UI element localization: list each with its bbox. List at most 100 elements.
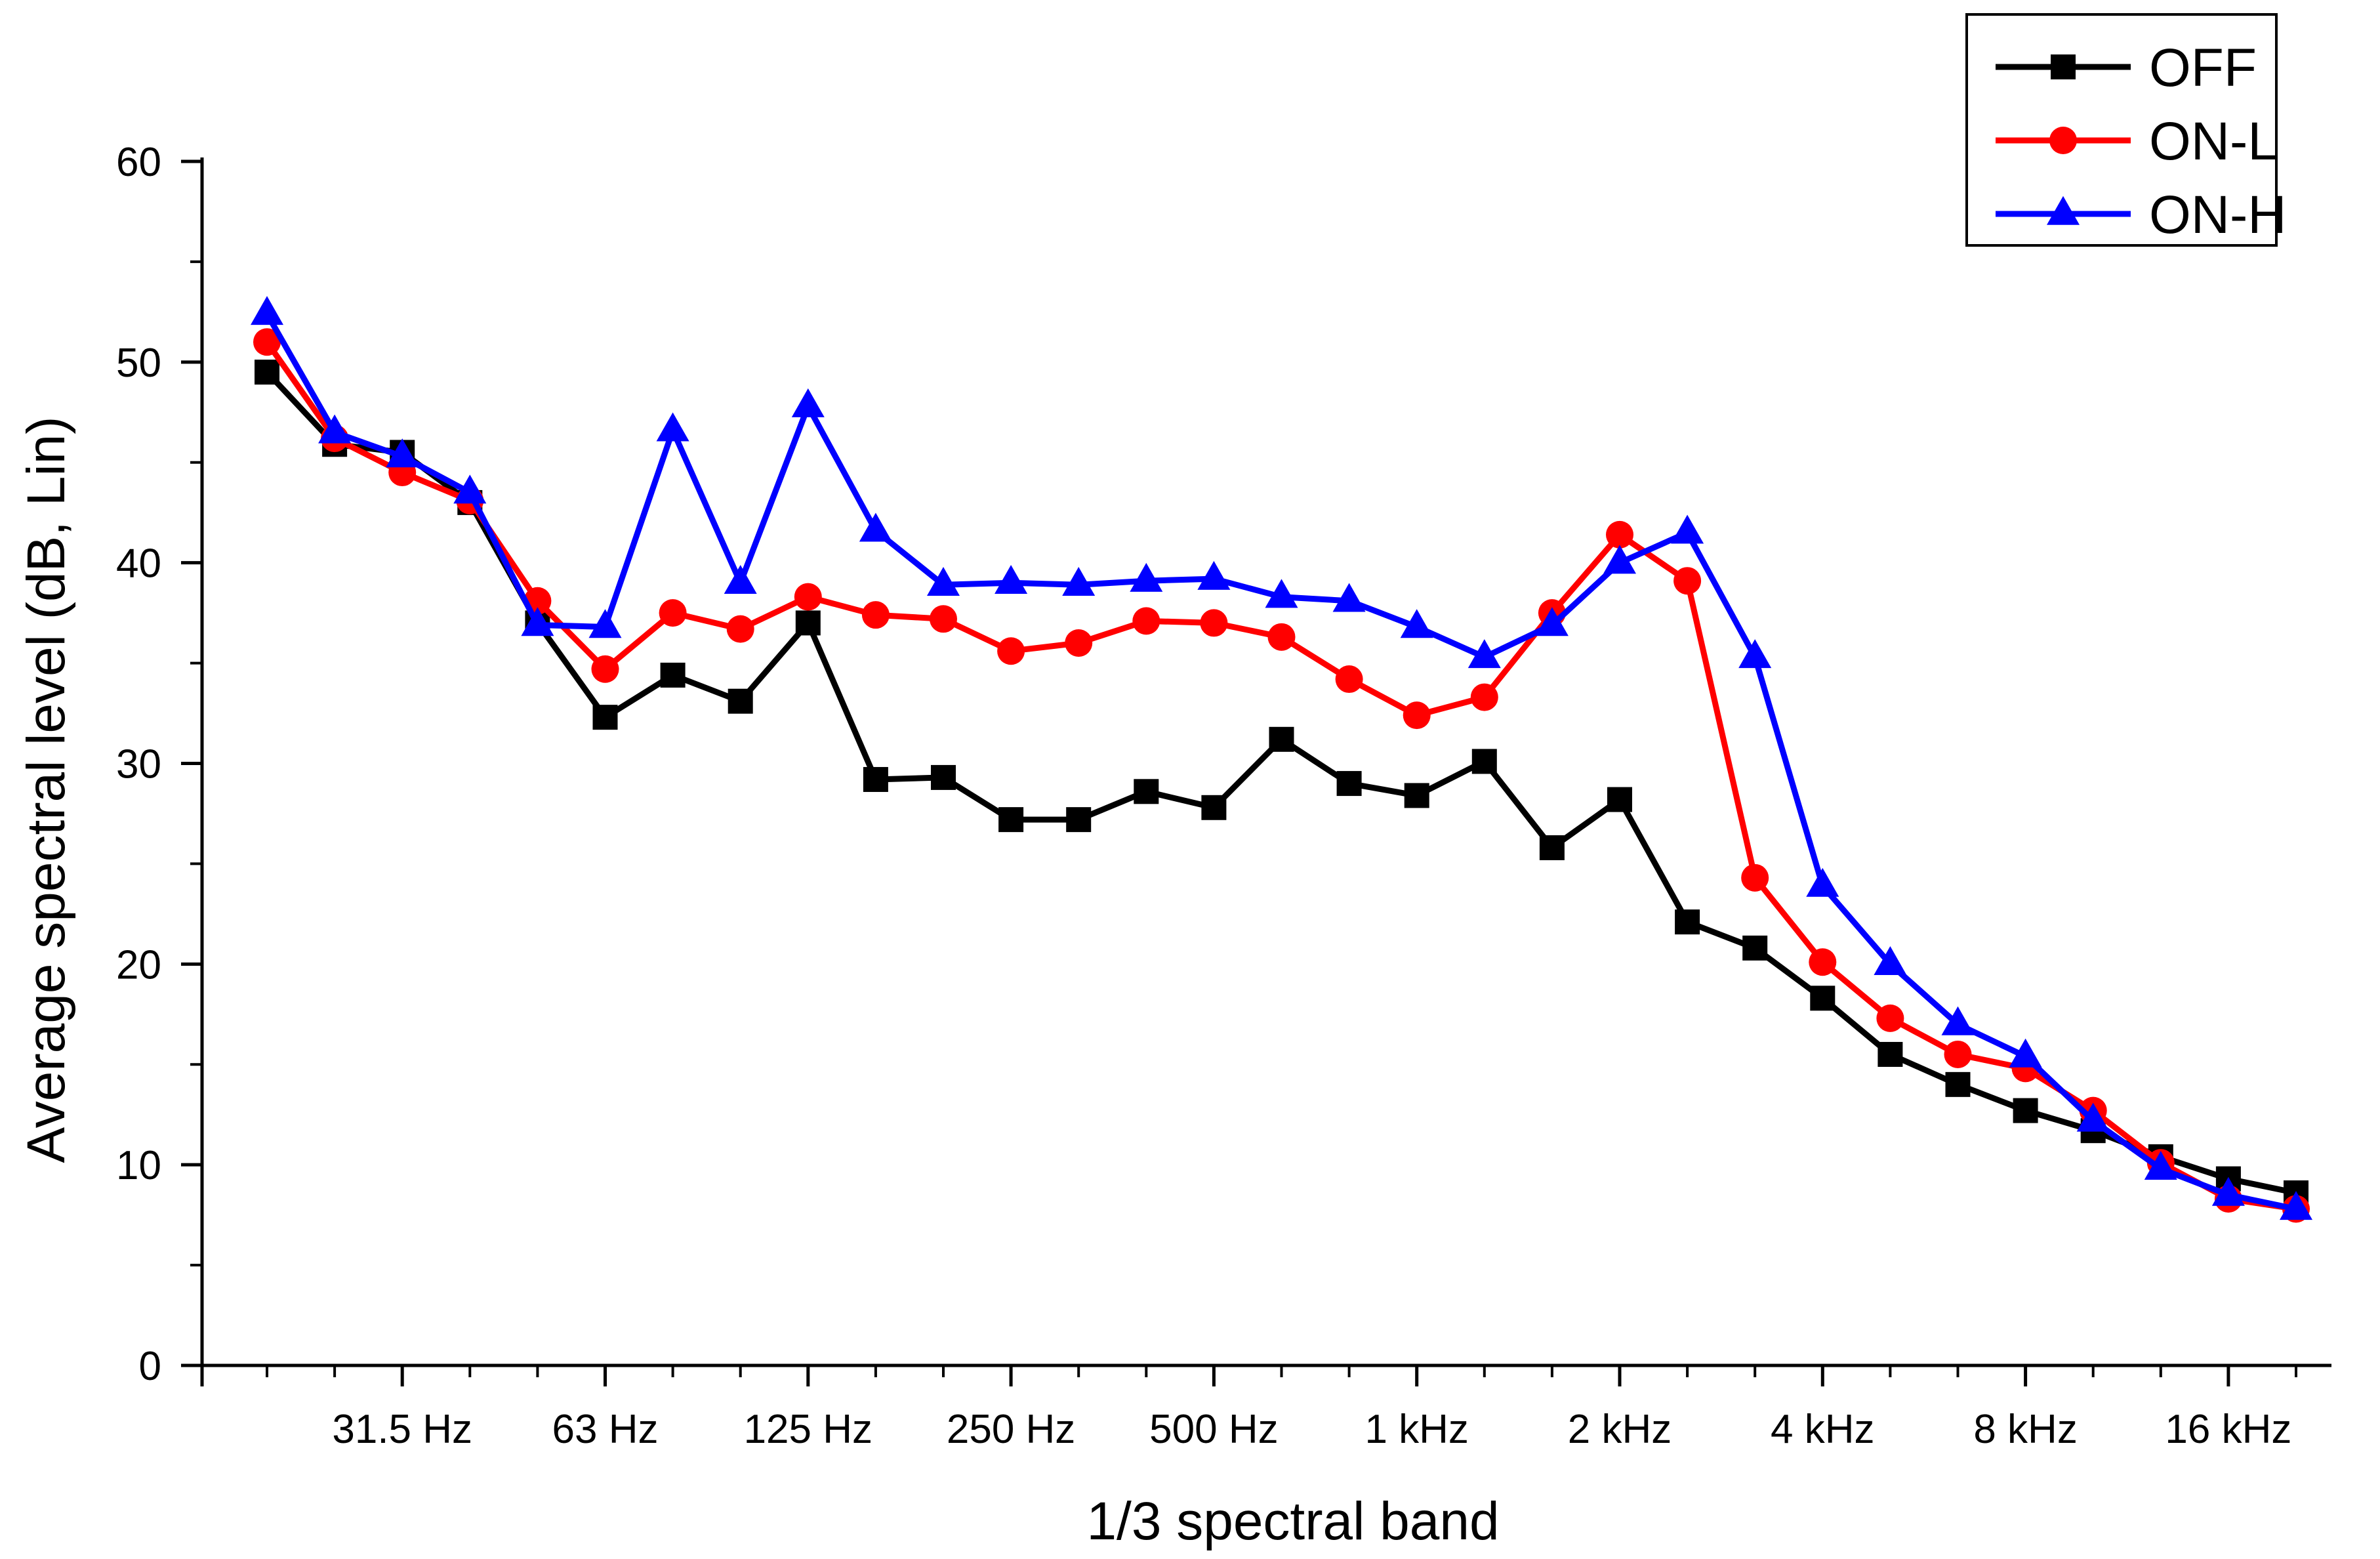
legend-marker: [2051, 54, 2076, 79]
y-tick-label: 10: [116, 1143, 161, 1188]
data-point-marker: [1874, 946, 1907, 976]
data-point-marker: [2009, 1038, 2042, 1068]
y-tick-label: 20: [116, 942, 161, 987]
data-point-marker: [863, 766, 888, 792]
legend-label: ON-L: [2149, 112, 2278, 171]
legend-entry: ON-H: [1996, 185, 2287, 245]
data-point-marker: [1535, 607, 1569, 636]
data-point-marker: [251, 296, 283, 325]
data-point-marker: [1335, 665, 1363, 694]
data-point-marker: [1741, 863, 1769, 892]
series-line: [264, 370, 2297, 1196]
data-point-marker: [453, 474, 487, 504]
data-point-marker: [659, 599, 687, 627]
x-tick-label: 8 kHz: [1973, 1407, 2077, 1452]
data-point-marker: [1738, 639, 1772, 669]
data-point-marker: [1467, 639, 1501, 669]
data-point-marker: [253, 328, 281, 356]
data-point-marker: [1742, 935, 1768, 961]
data-point-marker: [1201, 795, 1227, 820]
data-point-marker: [1132, 607, 1160, 635]
data-point-marker: [660, 662, 686, 688]
data-point-marker: [728, 688, 753, 714]
data-point-marker: [521, 607, 554, 636]
data-point-marker: [998, 807, 1024, 833]
data-point-marker: [1269, 726, 1294, 752]
x-tick-label: 16 kHz: [2165, 1407, 2291, 1452]
data-point-marker: [1809, 948, 1837, 976]
legend-entry: ON-L: [1996, 112, 2278, 171]
data-point-marker: [1607, 787, 1632, 812]
x-tick-label: 1 kHz: [1364, 1407, 1468, 1452]
data-point-marker: [1671, 514, 1704, 544]
legend-entry: OFF: [1996, 38, 2257, 98]
y-tick-label: 40: [116, 541, 161, 587]
x-axis-title: 1/3 spectral band: [1086, 1491, 1499, 1551]
data-point-marker: [1134, 779, 1159, 804]
data-point-marker: [1065, 629, 1093, 657]
series-on-l: [253, 328, 2310, 1223]
data-point-marker: [1673, 567, 1702, 595]
data-point-marker: [1332, 583, 1366, 612]
data-point-marker: [1675, 909, 1700, 935]
series-layer: [251, 296, 2312, 1223]
data-point-marker: [1945, 1071, 1971, 1097]
data-point-marker: [1470, 683, 1498, 711]
x-tick-label: 500 Hz: [1149, 1407, 1278, 1452]
series-off: [255, 360, 2308, 1205]
data-point-marker: [1400, 609, 1433, 638]
data-point-marker: [930, 605, 957, 633]
data-point-marker: [2280, 1191, 2312, 1220]
data-point-marker: [995, 564, 1028, 594]
legend-marker: [2049, 127, 2077, 154]
data-point-marker: [1941, 1006, 1975, 1035]
data-point-marker: [1806, 867, 1839, 897]
data-point-marker: [931, 764, 956, 790]
data-point-marker: [1265, 579, 1298, 608]
data-point-marker: [2211, 1176, 2245, 1206]
y-axis-title: Average spectral level (dB, Lin): [16, 417, 76, 1163]
legend-box: [1965, 13, 2278, 247]
y-tick-label: 0: [139, 1344, 161, 1389]
legend-marker: [2047, 196, 2080, 225]
data-point-marker: [724, 564, 757, 594]
data-point-marker: [1267, 623, 1296, 651]
data-point-marker: [1876, 1004, 1904, 1032]
data-point-marker: [1336, 771, 1362, 797]
legend-label: OFF: [2149, 38, 2257, 98]
data-point-marker: [1200, 609, 1228, 637]
x-tick-label: 2 kHz: [1568, 1407, 1672, 1452]
data-point-marker: [859, 512, 892, 542]
data-point-marker: [795, 610, 821, 636]
data-point-marker: [927, 567, 960, 596]
data-point-marker: [1130, 562, 1163, 592]
y-tick-label: 30: [116, 742, 161, 787]
data-point-marker: [1877, 1041, 1903, 1067]
data-point-marker: [592, 705, 618, 730]
data-point-marker: [1403, 701, 1431, 730]
legend-label: ON-H: [2149, 185, 2287, 245]
data-point-marker: [656, 412, 689, 442]
legend: OFF ON-L ON-H: [1965, 13, 2287, 247]
data-point-marker: [588, 609, 622, 638]
data-point-marker: [1404, 783, 1429, 808]
data-point-marker: [2013, 1098, 2038, 1123]
data-point-marker: [1197, 560, 1231, 590]
data-point-marker: [997, 637, 1025, 665]
data-point-marker: [1066, 807, 1092, 833]
x-tick-label: 4 kHz: [1771, 1407, 1874, 1452]
series-line: [264, 340, 2297, 1212]
series-on-h: [251, 296, 2312, 1220]
data-point-marker: [1810, 986, 1836, 1011]
x-tick-label: 63 Hz: [552, 1407, 659, 1452]
data-point-marker: [1606, 520, 1633, 549]
y-tick-label: 50: [116, 341, 161, 386]
y-tick-label: 60: [116, 140, 161, 185]
data-point-marker: [318, 414, 352, 444]
data-point-marker: [726, 615, 754, 643]
x-tick-label: 31.5 Hz: [332, 1407, 472, 1452]
data-point-marker: [2144, 1151, 2177, 1180]
data-point-marker: [861, 601, 890, 629]
data-point-marker: [386, 438, 419, 468]
